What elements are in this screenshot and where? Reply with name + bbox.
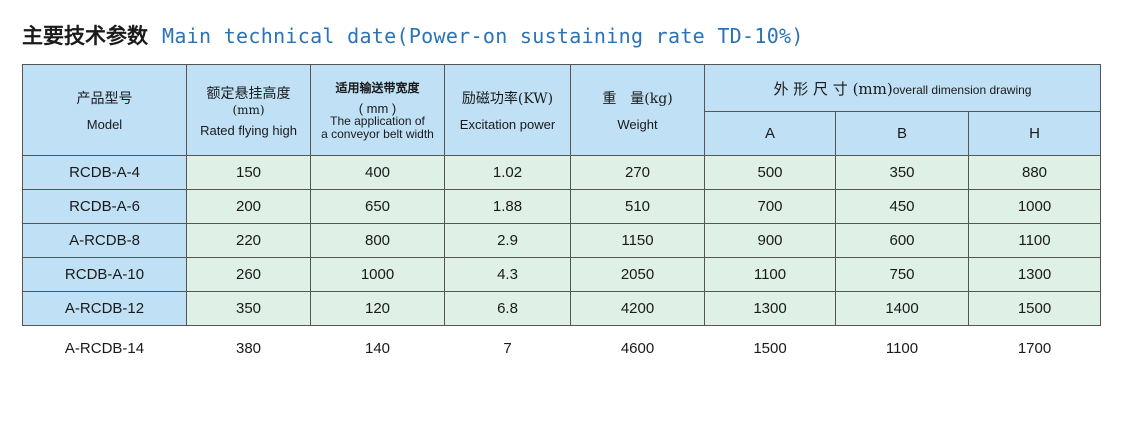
cell-dim-h: 1500 <box>968 291 1101 326</box>
cell-belt: 120 <box>310 291 445 326</box>
cell-belt: 400 <box>310 155 445 190</box>
cell-dim-a: 1500 <box>704 325 836 370</box>
cell-weight: 510 <box>570 189 705 224</box>
heading-english: Main technical date(Power-on sustaining … <box>162 24 804 48</box>
cell-dim-b: 1100 <box>835 325 969 370</box>
cell-dim-b: 450 <box>835 189 969 224</box>
cell-model: RCDB-A-6 <box>22 189 187 224</box>
header-height: 额定悬挂高度 (mm) Rated flying high <box>186 64 311 156</box>
cell-dim-h: 1000 <box>968 189 1101 224</box>
cell-height: 200 <box>186 189 311 224</box>
cell-power: 4.3 <box>444 257 571 292</box>
cell-dim-a: 900 <box>704 223 836 258</box>
cell-height: 380 <box>186 325 311 370</box>
cell-weight: 2050 <box>570 257 705 292</box>
header-weight: 重 量(kg) Weight <box>570 64 705 156</box>
cell-weight: 4600 <box>570 325 705 370</box>
cell-dim-a: 1100 <box>704 257 836 292</box>
table-row: RCDB-A-6 200 650 1.88 510 700 450 1000 <box>22 189 1101 224</box>
cell-model: RCDB-A-4 <box>22 155 187 190</box>
header-belt-unit: ( mm ) <box>358 101 397 116</box>
header-height-en: Rated flying high <box>200 122 297 138</box>
header-dimensions-zh: 外 形 尺 寸 (mm) <box>773 79 893 98</box>
cell-dim-a: 1300 <box>704 291 836 326</box>
header-model-zh: 产品型号 <box>76 91 133 107</box>
header-model: 产品型号 Model <box>22 64 187 156</box>
header-dim-b: B <box>835 111 969 156</box>
cell-dim-b: 600 <box>835 223 969 258</box>
header-power-en: Excitation power <box>459 117 556 132</box>
cell-power: 1.02 <box>444 155 571 190</box>
cell-weight: 1150 <box>570 223 705 258</box>
technical-parameters-table: 产品型号 Model 额定悬挂高度 (mm) Rated flying high… <box>22 64 1101 370</box>
header-power: 励磁功率(KW) Excitation power <box>444 64 571 156</box>
cell-weight: 270 <box>570 155 705 190</box>
header-dim-h: H <box>968 111 1101 156</box>
cell-weight: 4200 <box>570 291 705 326</box>
cell-power: 7 <box>444 325 571 370</box>
page-heading: 主要技术参数 Main technical date(Power-on sust… <box>22 20 804 54</box>
header-weight-en: Weight <box>617 117 658 132</box>
cell-model: RCDB-A-10 <box>22 257 187 292</box>
heading-chinese: 主要技术参数 <box>22 24 148 48</box>
header-belt-en-2: a conveyor belt width <box>321 127 434 141</box>
header-belt-en-1: The application of <box>330 114 425 128</box>
cell-model: A-RCDB-8 <box>22 223 187 258</box>
cell-model: A-RCDB-14 <box>22 325 187 370</box>
cell-dim-h: 880 <box>968 155 1101 190</box>
cell-height: 220 <box>186 223 311 258</box>
cell-dim-h: 1100 <box>968 223 1101 258</box>
header-dimensions: 外 形 尺 寸 (mm)overall dimension drawing <box>704 64 1101 112</box>
cell-height: 260 <box>186 257 311 292</box>
header-belt-zh: 适用输送带宽度 <box>335 81 420 95</box>
table-row: RCDB-A-4 150 400 1.02 270 500 350 880 <box>22 155 1101 190</box>
cell-height: 150 <box>186 155 311 190</box>
table-row: RCDB-A-10 260 1000 4.3 2050 1100 750 130… <box>22 257 1101 292</box>
cell-height: 350 <box>186 291 311 326</box>
header-height-zh: 额定悬挂高度 <box>206 85 291 102</box>
table-row: A-RCDB-8 220 800 2.9 1150 900 600 1100 <box>22 223 1101 258</box>
header-height-unit: (mm) <box>232 102 265 117</box>
cell-dim-h: 1700 <box>968 325 1101 370</box>
header-dimensions-en: overall dimension drawing <box>892 82 1032 97</box>
header-row-bottom: A B H <box>23 111 1101 156</box>
cell-belt: 1000 <box>310 257 445 292</box>
cell-dim-b: 1400 <box>835 291 969 326</box>
cell-dim-a: 500 <box>704 155 836 190</box>
cell-power: 2.9 <box>444 223 571 258</box>
header-dim-a: A <box>704 111 836 156</box>
cell-power: 1.88 <box>444 189 571 224</box>
cell-belt: 650 <box>310 189 445 224</box>
cell-belt: 140 <box>310 325 445 370</box>
cell-model: A-RCDB-12 <box>22 291 187 326</box>
header-power-zh: 励磁功率(KW) <box>461 91 554 107</box>
table-row: A-RCDB-12 350 120 6.8 4200 1300 1400 150… <box>22 291 1101 326</box>
table-row: A-RCDB-14 380 140 7 4600 1500 1100 1700 <box>22 325 1101 370</box>
header-belt: 适用输送带宽度 ( mm ) The application of a conv… <box>310 64 445 156</box>
cell-dim-h: 1300 <box>968 257 1101 292</box>
cell-dim-b: 750 <box>835 257 969 292</box>
cell-dim-b: 350 <box>835 155 969 190</box>
cell-belt: 800 <box>310 223 445 258</box>
cell-dim-a: 700 <box>704 189 836 224</box>
header-weight-zh: 重 量(kg) <box>602 91 673 107</box>
cell-power: 6.8 <box>444 291 571 326</box>
header-row-top: 产品型号 Model 额定悬挂高度 (mm) Rated flying high… <box>22 64 1101 156</box>
header-model-en: Model <box>86 117 123 132</box>
